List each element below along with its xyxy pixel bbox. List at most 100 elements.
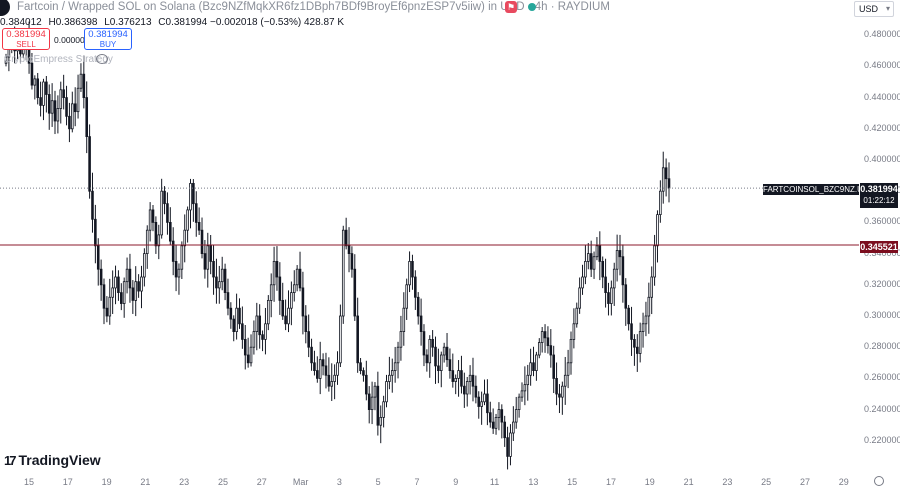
currency-select[interactable]: USD ▾ xyxy=(854,1,894,17)
candle-body xyxy=(249,346,253,364)
sell-button[interactable]: 0.381994 SELL xyxy=(2,28,50,50)
candle-body xyxy=(543,331,547,339)
candle-body xyxy=(561,385,564,398)
buy-button[interactable]: 0.381994 BUY xyxy=(84,28,132,50)
candle-body xyxy=(661,167,665,192)
candle-body xyxy=(353,268,357,317)
candle-body xyxy=(327,374,331,387)
candle-body xyxy=(68,115,71,130)
candle-body xyxy=(514,409,518,423)
flag-icon[interactable]: ⚑ xyxy=(505,1,517,13)
y-tick-label: 0.400000 xyxy=(864,154,900,164)
candle-body xyxy=(114,276,117,289)
candle-body xyxy=(601,260,604,278)
candle-body xyxy=(532,362,535,371)
candle-body xyxy=(42,81,45,106)
candle-body xyxy=(463,385,466,395)
tradingview-logo[interactable]: 17 TradingView xyxy=(4,452,101,468)
candle-body xyxy=(105,307,109,317)
candle-body xyxy=(396,346,400,364)
y-tick-label: 0.460000 xyxy=(864,60,900,71)
open-value: 0.384012 xyxy=(0,17,42,28)
candle-body xyxy=(102,284,106,309)
strategy-name[interactable]: CryptoEmpress Strategy xyxy=(4,54,113,65)
candle-body xyxy=(385,381,388,403)
candle-body xyxy=(209,245,212,262)
candle-body xyxy=(272,260,276,286)
candle-body xyxy=(30,62,34,86)
x-tick-label: 15 xyxy=(567,477,578,487)
close-label: C xyxy=(158,17,166,28)
candle-body xyxy=(347,245,351,255)
candle-body xyxy=(163,190,166,205)
candle-body xyxy=(604,276,607,294)
candle-body xyxy=(275,260,279,278)
candle-body xyxy=(612,268,616,289)
high-label: H xyxy=(48,17,56,28)
candle-body xyxy=(621,256,625,286)
candle-body xyxy=(526,374,530,386)
candle-body xyxy=(552,354,555,379)
candle-body xyxy=(235,307,238,333)
sell-price: 0.381994 xyxy=(6,29,46,40)
candle-body xyxy=(653,245,656,278)
x-tick-label: 19 xyxy=(644,477,655,487)
candle-body xyxy=(382,401,385,418)
candle-body xyxy=(4,56,8,64)
candle-body xyxy=(578,287,581,309)
candle-body xyxy=(301,287,305,317)
candle-body xyxy=(324,365,328,376)
candle-body xyxy=(540,331,544,343)
y-tick-label: 0.300000 xyxy=(864,310,900,320)
y-tick-label: 0.220000 xyxy=(864,434,900,445)
candle-body xyxy=(166,203,169,223)
candle-body xyxy=(402,307,406,333)
candle-body xyxy=(206,245,210,270)
market-status-icon[interactable] xyxy=(528,3,536,11)
x-tick-label: 13 xyxy=(528,477,539,487)
candle-body xyxy=(220,268,224,283)
x-tick-label: 27 xyxy=(256,477,267,487)
candle-body xyxy=(379,416,383,426)
y-tick-label: 0.480000 xyxy=(864,29,900,40)
candle-body xyxy=(215,276,218,289)
candle-body xyxy=(252,331,256,348)
symbol-title[interactable]: Fartcoin / Wrapped SOL on Solana (Bzc9NZ… xyxy=(17,1,610,13)
candle-body xyxy=(143,253,146,278)
y-tick-label: 0.260000 xyxy=(864,372,900,383)
candle-body xyxy=(246,354,250,364)
candle-body xyxy=(88,136,91,192)
candle-body xyxy=(503,421,506,439)
candle-body xyxy=(575,307,579,325)
candle-body xyxy=(261,334,264,340)
candle-body xyxy=(627,307,630,325)
candle-body xyxy=(414,276,417,298)
candle-body xyxy=(535,354,538,372)
candle-body xyxy=(659,190,662,215)
candle-body xyxy=(356,315,359,364)
candle-body xyxy=(512,421,515,434)
candle-body xyxy=(367,393,371,411)
candle-body xyxy=(197,221,201,231)
candle-body xyxy=(267,299,270,325)
gear-icon[interactable] xyxy=(874,476,884,486)
candle-body xyxy=(108,296,112,317)
candle-body xyxy=(667,178,671,189)
candle-body xyxy=(223,268,227,294)
candle-body xyxy=(549,345,553,356)
candle-body xyxy=(656,214,659,247)
candle-body xyxy=(416,296,420,317)
candle-body xyxy=(117,276,120,294)
eye-icon[interactable] xyxy=(96,54,108,64)
change-value: −0.002018 (−0.53%) xyxy=(210,17,302,28)
candle-body xyxy=(160,190,163,236)
candle-body xyxy=(457,370,460,379)
brand-name: TradingView xyxy=(18,452,101,468)
candle-body xyxy=(122,281,126,304)
x-tick-label: 9 xyxy=(453,477,459,487)
horizontal-line-price-tag: 0.345521 xyxy=(860,241,898,253)
candle-body xyxy=(56,108,60,122)
volume-value: 428.87 K xyxy=(304,17,345,28)
x-tick-label: 19 xyxy=(101,477,112,487)
